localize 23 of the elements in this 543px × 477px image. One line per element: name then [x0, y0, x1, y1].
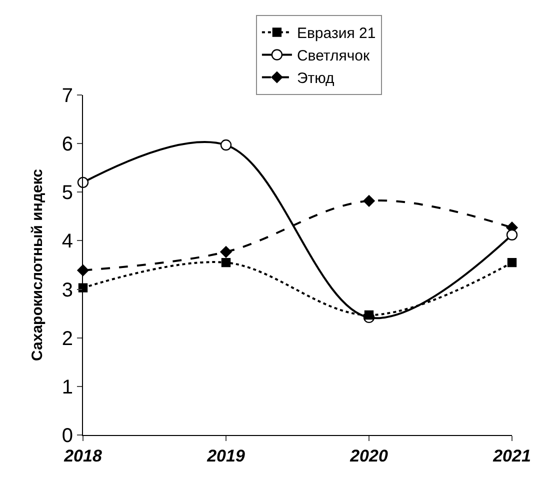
point: [364, 310, 374, 320]
y-tick-label: 1: [62, 376, 73, 398]
point: [506, 229, 518, 240]
y-tick-label: 7: [62, 85, 73, 107]
point: [221, 258, 231, 268]
y-tick-label: 4: [62, 230, 73, 253]
legend-label: Этюд: [296, 70, 335, 88]
point: [507, 258, 517, 268]
legend-label: Светлячок: [296, 48, 370, 65]
point: [220, 246, 232, 258]
y-tick-label: 5: [62, 182, 73, 204]
legend-label: Евразия 21: [296, 25, 376, 42]
y-tick-label: 6: [62, 134, 73, 156]
point: [220, 139, 232, 151]
y-tick-label: 0: [62, 425, 73, 447]
y-tick-label: 3: [62, 279, 73, 302]
point: [363, 195, 375, 207]
x-tick-label: 2020: [349, 446, 388, 466]
x-tick-label: 2021: [492, 446, 531, 466]
y-tick-label: 2: [62, 328, 73, 350]
x-tick-label: 2018: [63, 446, 102, 466]
x-tick-label: 2019: [206, 446, 246, 466]
y-axis-title: Сахарокислотный индекс: [29, 169, 46, 361]
